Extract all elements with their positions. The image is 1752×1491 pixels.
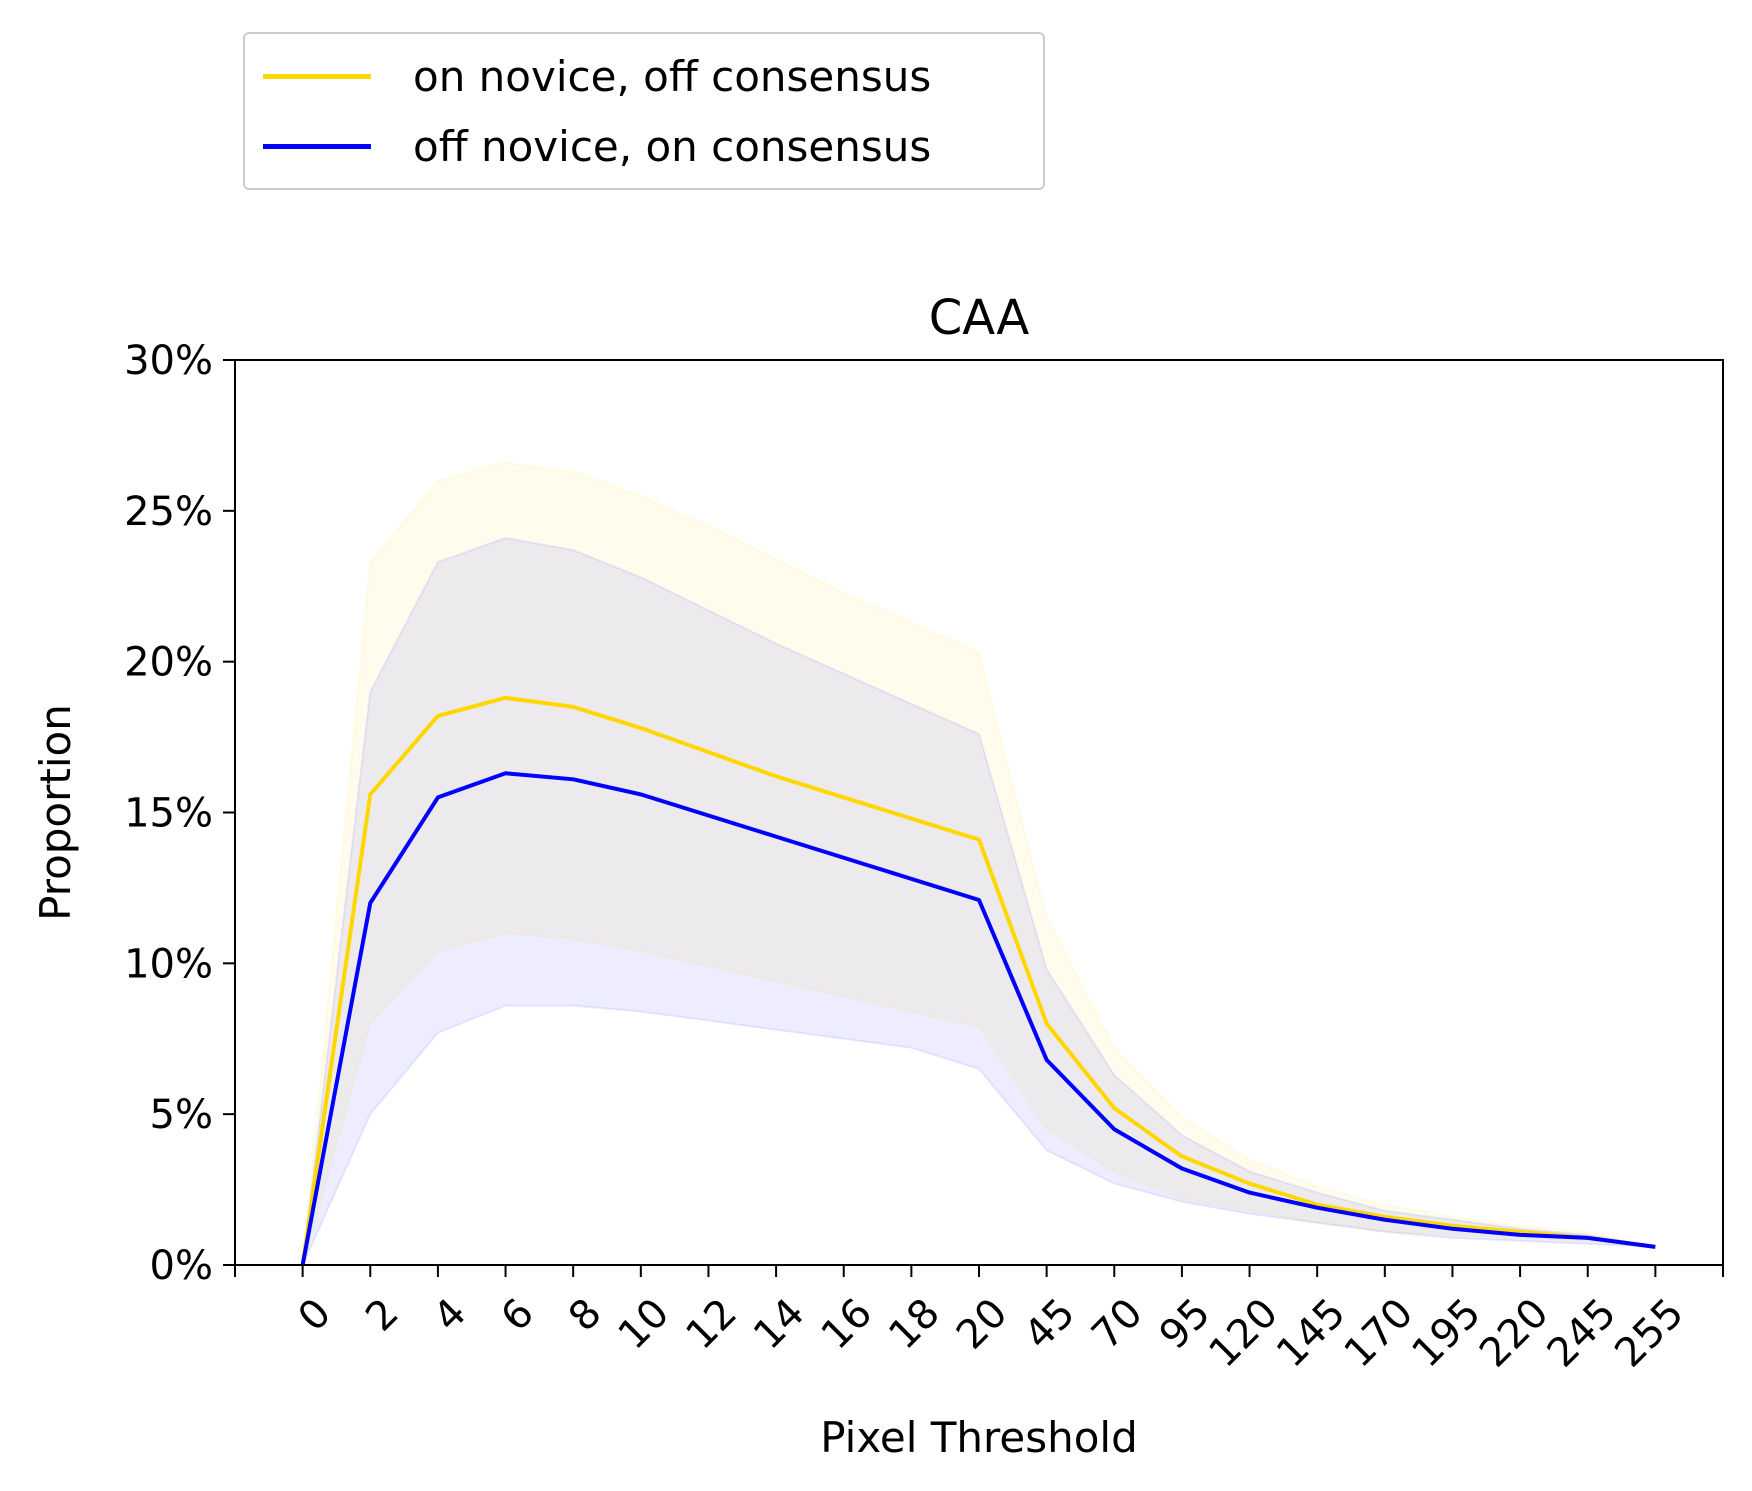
y-axis: 0% 5% 10% 15% 20% 25% 30%: [124, 338, 235, 1289]
y-tick-label: 30%: [124, 338, 213, 384]
x-tick-label: 195: [1403, 1290, 1490, 1377]
x-tick-label: 4: [425, 1290, 476, 1341]
confidence-bands: [301, 461, 1656, 1266]
x-tick-label: 14: [745, 1290, 814, 1359]
x-tick-label: 16: [813, 1290, 882, 1359]
x-tick-label: 120: [1200, 1290, 1287, 1377]
series-line-0: [300, 695, 1656, 1266]
x-tick-label: 2: [357, 1290, 408, 1341]
y-tick-label: 10%: [124, 941, 213, 987]
legend-item-on-novice: on novice, off consensus: [263, 46, 931, 106]
legend-item-off-novice: off novice, on consensus: [263, 116, 931, 176]
chart-title: CAA: [929, 290, 1030, 346]
x-tick-label: 170: [1336, 1290, 1423, 1377]
x-tick-label: 8: [560, 1290, 611, 1341]
legend-label: on novice, off consensus: [413, 51, 932, 101]
y-tick-label: 5%: [150, 1092, 213, 1138]
x-tick-label: 10: [610, 1290, 679, 1359]
legend-label: off novice, on consensus: [413, 121, 932, 171]
legend: on novice, off consensus off novice, on …: [243, 32, 1045, 190]
x-tick-label: 18: [880, 1290, 949, 1359]
y-tick-label: 20%: [124, 640, 213, 686]
series-lines: [300, 695, 1656, 1266]
y-tick-label: 15%: [124, 791, 213, 837]
x-tick-label: 12: [677, 1290, 746, 1359]
y-axis-title: Proportion: [31, 704, 80, 921]
x-tick-label: 0: [290, 1290, 341, 1341]
y-tick-label: 0%: [150, 1243, 213, 1289]
x-tick-label: 220: [1471, 1290, 1558, 1377]
x-tick-label: 20: [948, 1290, 1017, 1359]
x-axis: 0 2 4 6 8 10 12 14 16 18 20 45 70 9512014517019522024…: [234, 1265, 1724, 1377]
y-tick-label: 25%: [124, 489, 213, 535]
legend-swatch-blue: [263, 143, 371, 149]
x-tick-label: 245: [1539, 1290, 1626, 1377]
x-axis-title: Pixel Threshold: [820, 1413, 1137, 1462]
x-tick-label: 70: [1083, 1290, 1152, 1359]
x-tick-label: 145: [1268, 1290, 1355, 1377]
series-line-1: [300, 771, 1656, 1266]
x-tick-label: 6: [492, 1290, 543, 1341]
legend-swatch-yellow: [263, 73, 371, 79]
x-tick-label: 45: [1016, 1290, 1085, 1359]
x-tick-label: 255: [1606, 1290, 1693, 1377]
